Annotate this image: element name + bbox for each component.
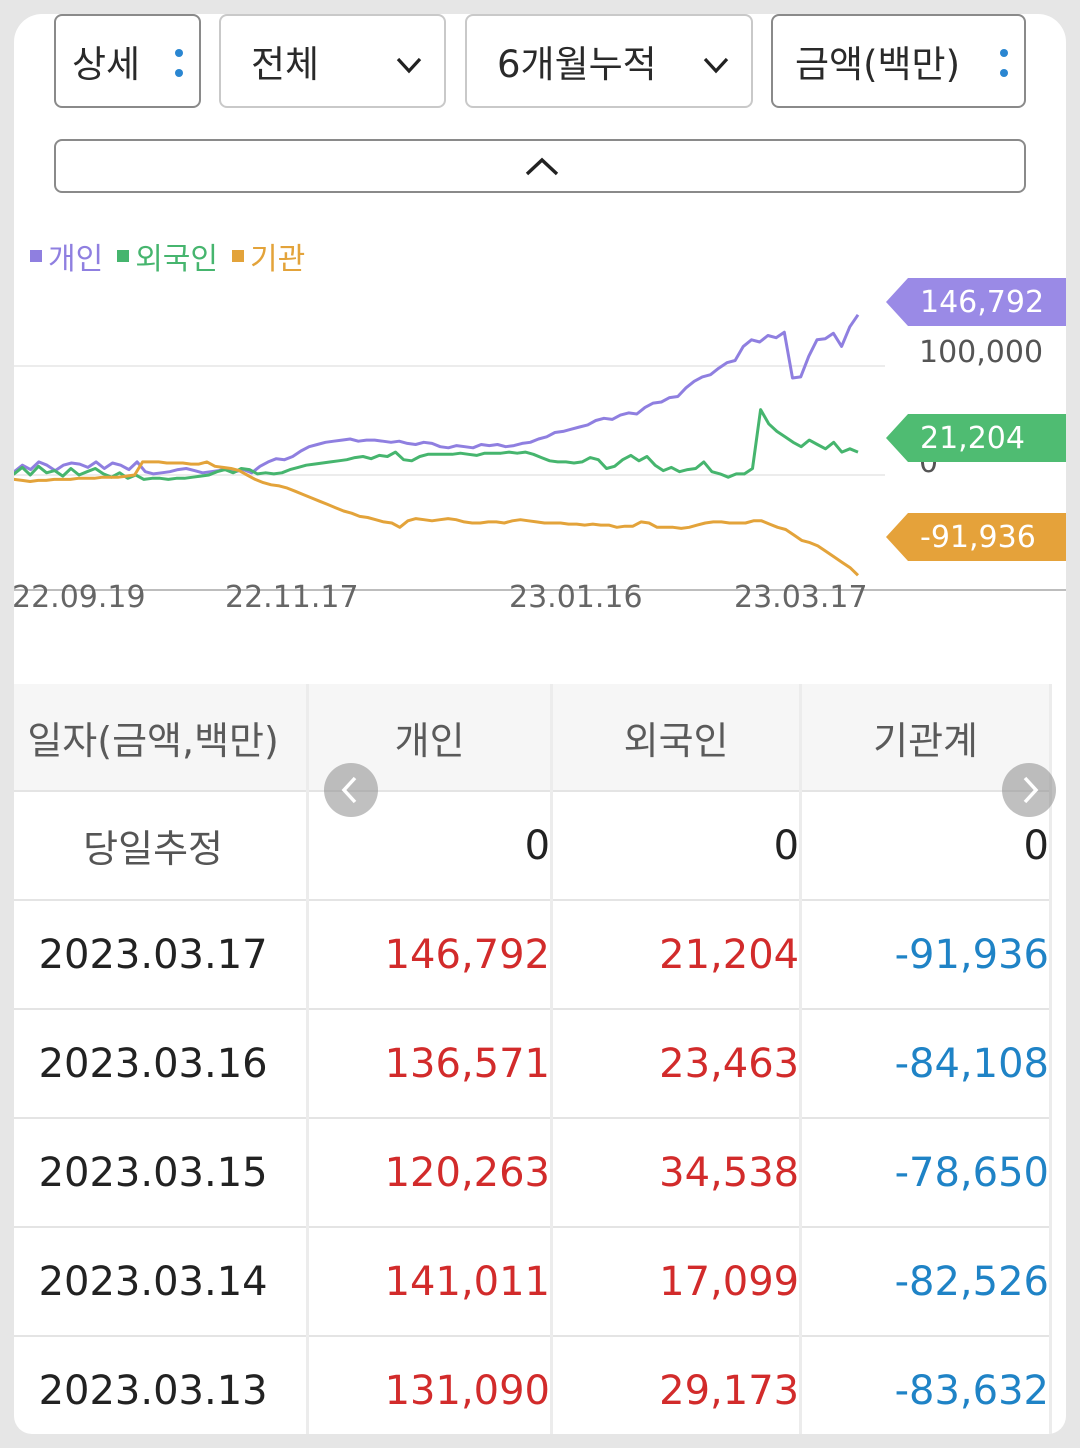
col-header-date[interactable]: 일자(금액,백만) bbox=[14, 684, 310, 792]
chart-legend: 개인 외국인 기관 bbox=[30, 234, 305, 278]
x-tick-label: 22.09.19 bbox=[14, 580, 146, 615]
cell-institution: -91,936 bbox=[800, 900, 1052, 1010]
y-tick-label: 100,000 bbox=[919, 335, 1044, 370]
cell-date: 2023.03.14 bbox=[14, 1227, 310, 1337]
table-row[interactable]: 2023.03.13 131,090 29,173 -83,632 bbox=[14, 1336, 1052, 1434]
more-vertical-icon bbox=[1000, 49, 1008, 79]
period-select[interactable]: 6개월누적 bbox=[465, 14, 753, 108]
investor-trend-card: 상세 전체 6개월누적 금액(백만) 개인 외국인 기관 bbox=[14, 14, 1066, 1434]
unit-label: 금액(백만) bbox=[795, 43, 961, 86]
cell-individual: 120,263 bbox=[307, 1118, 554, 1228]
table-row[interactable]: 2023.03.14 141,011 17,099 -82,526 bbox=[14, 1227, 1052, 1337]
table-row[interactable]: 2023.03.16 136,571 23,463 -84,108 bbox=[14, 1009, 1052, 1119]
cell-individual: 146,792 bbox=[307, 900, 554, 1010]
unit-select[interactable]: 금액(백만) bbox=[771, 14, 1026, 108]
cell-date: 2023.03.16 bbox=[14, 1009, 310, 1119]
institution-value-tag: -91,936 bbox=[886, 513, 1066, 561]
legend-item-individual: 개인 bbox=[30, 234, 103, 278]
legend-label: 개인 bbox=[48, 242, 104, 277]
cell-individual: 141,011 bbox=[307, 1227, 554, 1337]
cell-date: 2023.03.13 bbox=[14, 1336, 310, 1434]
cell-date: 2023.03.17 bbox=[14, 900, 310, 1010]
foreign-value-tag: 21,204 bbox=[886, 414, 1066, 462]
investor-scope-select[interactable]: 전체 bbox=[219, 14, 446, 108]
cell-foreign: 21,204 bbox=[551, 900, 803, 1010]
chevron-down-icon bbox=[396, 57, 422, 74]
cell-foreign: 34,538 bbox=[551, 1118, 803, 1228]
series-line-institution bbox=[14, 460, 860, 577]
chevron-down-icon bbox=[703, 57, 729, 74]
legend-label: 외국인 bbox=[135, 242, 219, 277]
chevron-left-icon bbox=[341, 776, 357, 804]
cell-foreign: 0 bbox=[551, 791, 803, 901]
view-mode-label: 상세 bbox=[72, 43, 141, 86]
cell-institution: -78,650 bbox=[800, 1118, 1052, 1228]
cell-date: 2023.03.15 bbox=[14, 1118, 310, 1228]
chevron-up-icon bbox=[525, 157, 559, 176]
legend-swatch bbox=[30, 250, 42, 262]
legend-swatch bbox=[232, 250, 245, 262]
view-mode-select[interactable]: 상세 bbox=[54, 14, 201, 108]
estimate-row: 당일추정 0 0 0 bbox=[14, 791, 1052, 901]
more-vertical-icon bbox=[175, 49, 183, 79]
cell-institution: -84,108 bbox=[800, 1009, 1052, 1119]
table-row[interactable]: 2023.03.15 120,263 34,538 -78,650 bbox=[14, 1118, 1052, 1228]
cell-individual: 131,090 bbox=[307, 1336, 554, 1434]
estimate-label: 당일추정 bbox=[14, 791, 310, 901]
legend-label: 기관 bbox=[250, 242, 306, 277]
investor-scope-label: 전체 bbox=[251, 43, 320, 86]
cumulative-net-buy-chart bbox=[14, 313, 1066, 591]
cell-institution: -83,632 bbox=[800, 1336, 1052, 1434]
x-tick-label: 23.03.17 bbox=[734, 580, 868, 615]
series-line-foreign bbox=[14, 408, 859, 481]
individual-value-tag: 146,792 bbox=[886, 278, 1066, 326]
collapse-toggle-button[interactable] bbox=[54, 139, 1026, 193]
legend-swatch bbox=[117, 250, 130, 262]
cell-foreign: 23,463 bbox=[551, 1009, 803, 1119]
cell-institution: -82,526 bbox=[800, 1227, 1052, 1337]
table-row[interactable]: 2023.03.17 146,792 21,204 -91,936 bbox=[14, 900, 1052, 1010]
col-header-foreign[interactable]: 외국인 bbox=[551, 684, 803, 792]
scroll-left-button[interactable] bbox=[324, 763, 378, 817]
period-label: 6개월누적 bbox=[497, 43, 657, 86]
cell-foreign: 17,099 bbox=[551, 1227, 803, 1337]
series-line-individual bbox=[14, 313, 860, 476]
scroll-right-button[interactable] bbox=[1002, 763, 1056, 817]
chevron-right-icon bbox=[1023, 776, 1039, 804]
cell-individual: 136,571 bbox=[307, 1009, 554, 1119]
x-tick-label: 23.01.16 bbox=[509, 580, 643, 615]
investor-data-table: 일자(금액,백만) 개인 외국인 기관계 당일추정 0 0 0 2023.03.… bbox=[14, 684, 1052, 1434]
cell-foreign: 29,173 bbox=[551, 1336, 803, 1434]
filter-bar: 상세 전체 6개월누적 금액(백만) bbox=[14, 14, 1066, 114]
x-tick-label: 22.11.17 bbox=[225, 580, 359, 615]
table-header-row: 일자(금액,백만) 개인 외국인 기관계 bbox=[14, 684, 1052, 792]
legend-item-institution: 기관 bbox=[232, 234, 305, 278]
legend-item-foreign: 외국인 bbox=[117, 234, 218, 278]
